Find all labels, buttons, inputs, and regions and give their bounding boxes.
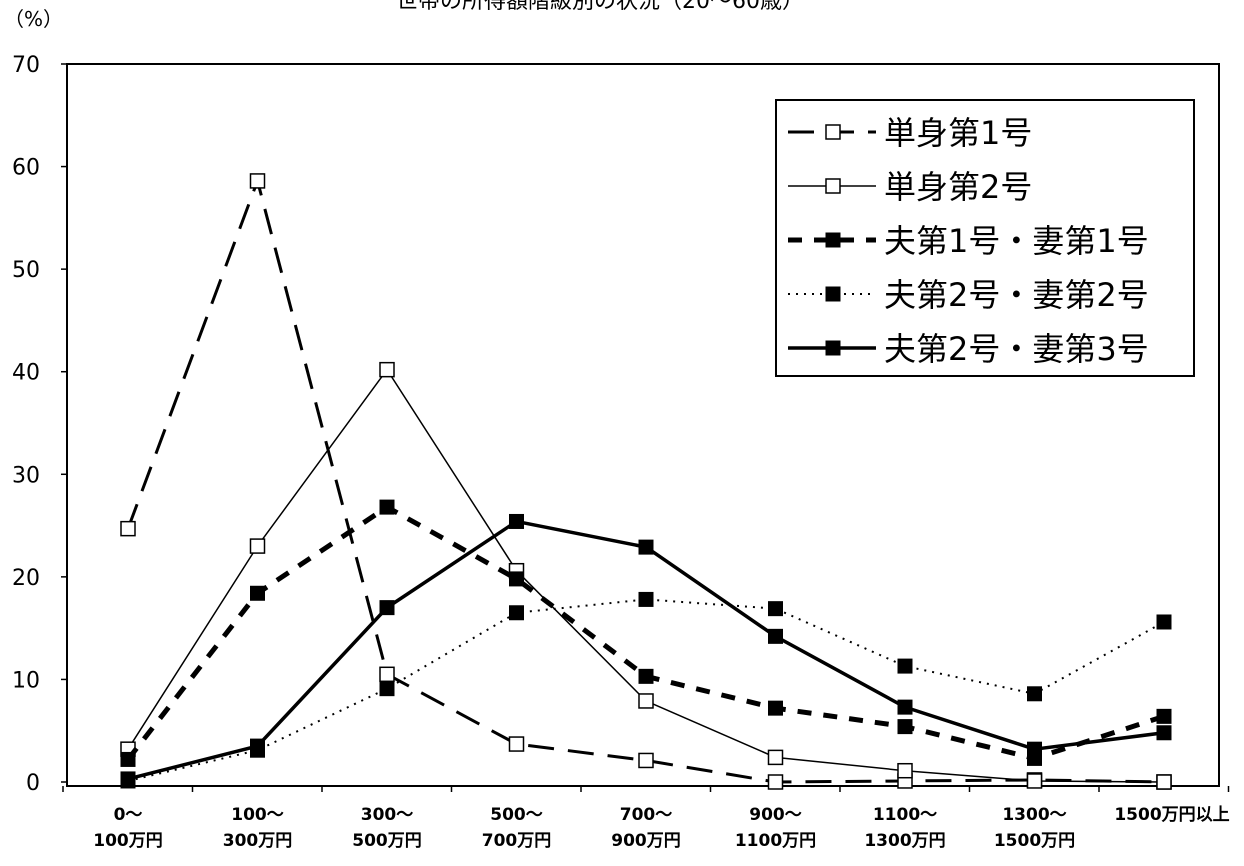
data-point-marker [767, 749, 784, 766]
x-tick-label: 1300万円 [864, 831, 945, 851]
data-point-marker [1156, 614, 1172, 630]
data-point-marker [1026, 773, 1043, 789]
data-point-marker [1027, 686, 1042, 702]
data-point-marker [638, 693, 654, 709]
data-point-marker [379, 499, 395, 515]
legend-marker-swatch [825, 124, 841, 140]
legend-item: 夫第2号・妻第2号 [788, 276, 1149, 314]
data-point-marker [768, 628, 783, 644]
chart-title: 世帯の所得額階級別の状況（20〜60歳） [396, 0, 804, 14]
data-point-marker [897, 762, 913, 779]
series-layer [120, 173, 1172, 790]
data-point-marker [250, 585, 265, 601]
legend-label: 単身第2号 [884, 168, 1032, 206]
data-point-marker [120, 520, 136, 537]
data-point-marker [1156, 708, 1172, 724]
y-tick-label: 20 [12, 566, 40, 591]
legend-label: 夫第2号・妻第3号 [884, 330, 1149, 368]
series-line [127, 519, 1165, 781]
data-point-marker [1156, 774, 1172, 790]
data-point-marker [249, 173, 266, 189]
x-tick-label: 0〜 [114, 805, 143, 825]
x-tick-label: 900万円 [611, 831, 681, 851]
legend-marker-swatch [825, 178, 841, 194]
y-tick-label: 0 [26, 771, 40, 796]
x-tick-label: 900〜 [749, 805, 802, 825]
y-tick-label: 50 [12, 258, 40, 283]
data-point-marker [1027, 741, 1042, 757]
data-point-marker [897, 658, 913, 674]
data-point-marker [120, 751, 136, 767]
legend-marker-swatch [825, 286, 841, 302]
legend-item: 夫第2号・妻第3号 [788, 330, 1149, 368]
data-point-marker [509, 605, 524, 621]
data-point-marker [250, 738, 265, 754]
legend-label: 単身第1号 [884, 114, 1032, 152]
data-point-marker [768, 700, 783, 716]
data-point-marker [379, 600, 395, 616]
y-tick-label: 40 [12, 361, 40, 386]
y-axis-unit-label: （%） [4, 7, 63, 31]
x-tick-label: 100〜 [231, 805, 284, 825]
data-point-marker [120, 771, 136, 787]
x-tick-label: 1500万円 [994, 831, 1075, 851]
data-point-marker [249, 538, 266, 554]
legend-item: 単身第2号 [788, 168, 1032, 206]
data-point-marker [379, 681, 395, 697]
data-point-marker [638, 539, 654, 555]
y-axis: 0 10 20 30 40 50 60 70 [12, 53, 67, 796]
x-tick-label: 1500万円以上 [1114, 805, 1229, 825]
x-tick-label: 700万円 [482, 831, 552, 851]
x-tick-label: 1100〜 [873, 805, 937, 825]
x-tick-label: 100万円 [93, 831, 163, 851]
x-tick-label: 700〜 [620, 805, 673, 825]
legend-label: 夫第1号・妻第1号 [884, 222, 1149, 260]
data-point-marker [508, 736, 525, 752]
legend-item: 夫第1号・妻第1号 [788, 222, 1149, 260]
data-point-marker [767, 774, 784, 790]
x-axis: 0〜 100万円 100〜 300万円 300〜 500万円 500〜 700万円 700〜 90… [62, 786, 1230, 851]
legend-marker-swatch [825, 340, 841, 356]
data-point-marker [768, 601, 783, 617]
data-point-marker [897, 719, 913, 735]
data-point-marker [638, 668, 654, 684]
series-2 [120, 361, 1172, 790]
x-tick-label: 300〜 [361, 805, 414, 825]
series-3 [120, 499, 1172, 767]
legend-label: 夫第2号・妻第2号 [884, 276, 1149, 314]
x-tick-label: 1300〜 [1002, 805, 1066, 825]
y-tick-label: 60 [12, 156, 40, 181]
y-tick-label: 70 [12, 53, 40, 78]
data-point-marker [379, 666, 395, 683]
data-point-marker [379, 361, 395, 378]
data-point-marker [638, 591, 654, 607]
plot-area-border [66, 63, 1220, 787]
y-tick-label: 30 [12, 463, 40, 488]
data-point-marker [897, 699, 913, 715]
data-point-marker [1156, 725, 1172, 741]
data-point-marker [509, 513, 524, 529]
legend-item: 単身第1号 [788, 114, 1032, 152]
series-5 [120, 513, 1172, 787]
x-tick-label: 300万円 [223, 831, 293, 851]
x-tick-label: 1100万円 [735, 831, 816, 851]
x-tick-label: 500〜 [490, 805, 543, 825]
data-point-marker [638, 752, 654, 769]
legend-marker-swatch [825, 232, 841, 248]
series-line [126, 179, 1165, 784]
y-tick-label: 10 [12, 668, 40, 693]
x-tick-label: 500万円 [352, 831, 422, 851]
data-point-marker [509, 571, 524, 587]
